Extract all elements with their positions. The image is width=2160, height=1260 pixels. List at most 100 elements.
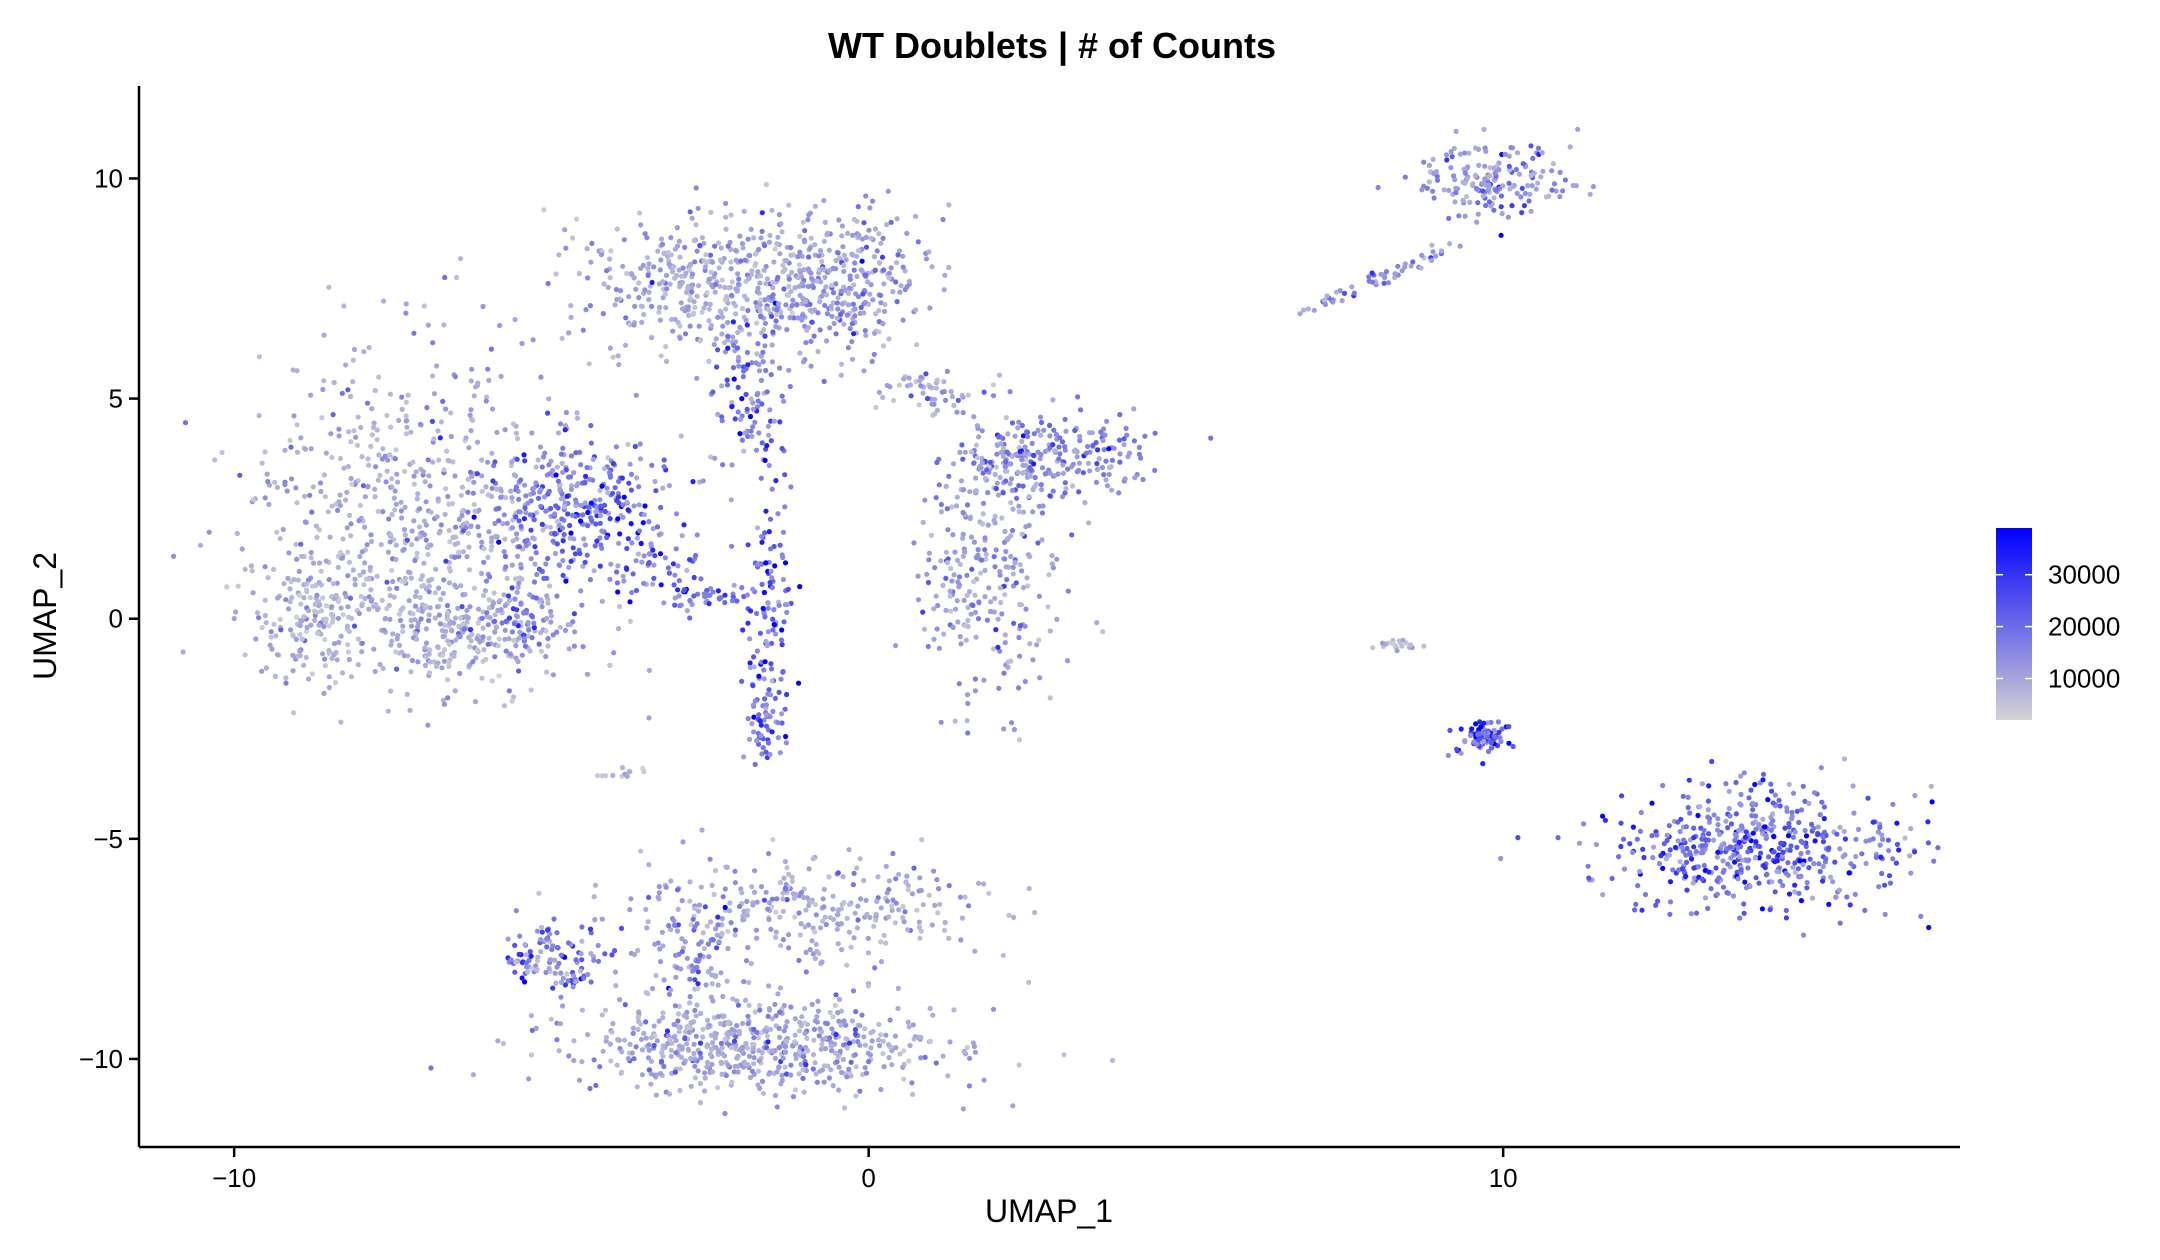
scatter-point: [566, 646, 572, 652]
scatter-point: [712, 868, 719, 874]
scatter-point: [833, 1031, 839, 1038]
scatter-point: [306, 608, 312, 614]
scatter-point: [615, 516, 621, 522]
scatter-point: [427, 659, 433, 665]
scatter-point: [1031, 484, 1037, 490]
scatter-point: [744, 349, 751, 356]
scatter-point: [565, 940, 572, 946]
scatter-point: [890, 397, 897, 403]
scatter-point: [433, 566, 439, 572]
scatter-point: [440, 633, 446, 640]
scatter-point: [764, 1033, 771, 1039]
scatter-point: [1069, 532, 1075, 538]
scatter-point: [503, 564, 509, 570]
scatter-point: [780, 262, 786, 268]
scatter-point: [769, 904, 775, 910]
scatter-point: [360, 569, 367, 575]
scatter-point: [1675, 838, 1681, 844]
scatter-point: [624, 545, 630, 552]
scatter-point: [1699, 876, 1705, 882]
scatter-point: [880, 1051, 886, 1057]
scatter-point: [763, 181, 770, 188]
scatter-point: [1929, 799, 1935, 805]
scatter-point: [952, 549, 958, 555]
scatter-point: [976, 880, 982, 886]
scatter-point: [538, 648, 545, 654]
scatter-point: [545, 600, 551, 606]
scatter-point: [534, 510, 540, 516]
scatter-point: [650, 547, 656, 553]
scatter-point: [1750, 820, 1756, 826]
scatter-point: [762, 614, 768, 620]
scatter-point: [1063, 486, 1069, 492]
scatter-point: [1102, 432, 1108, 438]
scatter-point: [786, 932, 792, 938]
scatter-point: [1753, 875, 1759, 881]
scatter-point: [854, 218, 860, 224]
scatter-point: [863, 193, 869, 199]
scatter-point: [660, 1015, 666, 1021]
scatter-point: [609, 1029, 615, 1035]
scatter-point: [294, 556, 300, 562]
scatter-point: [955, 619, 961, 625]
scatter-point: [646, 519, 652, 525]
scatter-point: [768, 926, 774, 932]
scatter-point: [740, 917, 746, 923]
scatter-point: [620, 502, 626, 508]
scatter-point: [707, 252, 714, 258]
scatter-point: [489, 406, 496, 412]
scatter-point: [529, 1027, 535, 1033]
scatter-point: [677, 1087, 683, 1094]
scatter-point: [1811, 861, 1817, 867]
scatter-point: [321, 690, 327, 697]
scatter-point: [1471, 739, 1477, 745]
scatter-point: [730, 365, 737, 371]
scatter-point: [1037, 414, 1044, 420]
scatter-point: [841, 899, 847, 906]
scatter-point: [1103, 477, 1109, 483]
scatter-point: [906, 375, 912, 381]
scatter-point: [1063, 428, 1069, 434]
scatter-point: [949, 504, 955, 510]
scatter-point: [1886, 848, 1892, 854]
scatter-point: [829, 1043, 835, 1049]
scatter-point: [762, 659, 768, 665]
scatter-point: [553, 503, 559, 509]
scatter-point: [804, 327, 810, 333]
scatter-point: [637, 441, 643, 447]
scatter-point: [600, 1048, 606, 1054]
scatter-point: [909, 1080, 915, 1086]
scatter-point: [1349, 284, 1355, 290]
scatter-point: [809, 275, 815, 282]
scatter-point: [514, 484, 520, 490]
scatter-point: [1702, 837, 1708, 843]
scatter-point: [402, 532, 408, 538]
scatter-point: [393, 649, 399, 655]
scatter-point: [1679, 844, 1685, 850]
scatter-point: [1121, 436, 1127, 442]
scatter-point: [1016, 419, 1022, 425]
scatter-point: [1082, 500, 1088, 506]
scatter-point: [862, 1026, 868, 1032]
scatter-point: [1017, 448, 1023, 454]
scatter-point: [990, 1006, 997, 1012]
scatter-point: [621, 578, 627, 584]
scatter-point: [1882, 882, 1888, 888]
scatter-point: [1020, 509, 1027, 515]
scatter-point: [1738, 843, 1744, 850]
scatter-point: [673, 1050, 679, 1056]
scatter-point: [496, 636, 502, 642]
scatter-point: [743, 391, 749, 397]
scatter-point: [1057, 451, 1063, 457]
scatter-point: [727, 900, 733, 906]
scatter-point: [755, 1035, 762, 1041]
scatter-point: [1485, 748, 1492, 755]
scatter-point: [754, 404, 761, 410]
scatter-point: [387, 593, 393, 599]
scatter-point: [773, 909, 779, 915]
scatter-point: [1380, 640, 1386, 646]
scatter-point: [893, 260, 900, 266]
scatter-point: [960, 456, 966, 462]
scatter-point: [645, 1055, 652, 1061]
scatter-point: [498, 373, 504, 379]
